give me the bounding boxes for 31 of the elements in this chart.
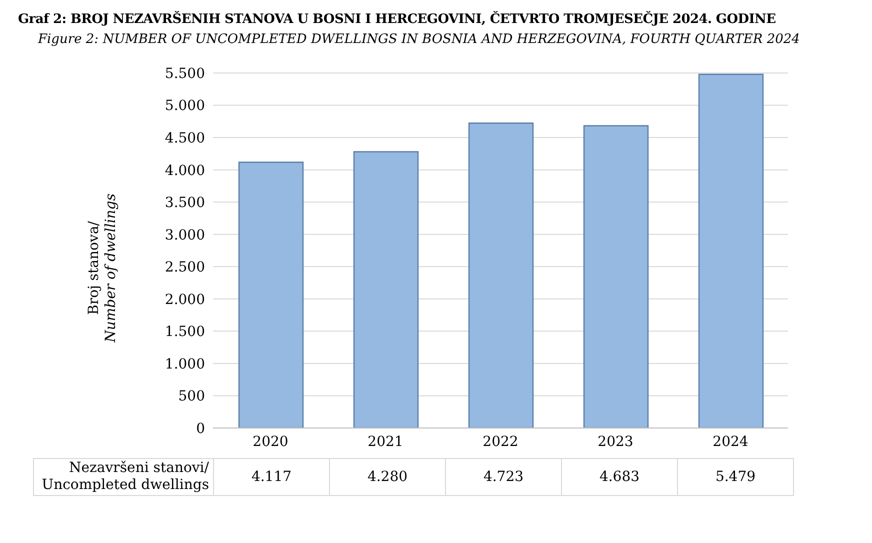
data-label: 4.723	[446, 458, 562, 496]
text: Nezavršeni stanovi/ Uncompleted dwellings	[40, 460, 209, 494]
y-tick-label: 2.500	[164, 260, 205, 276]
y-tick-label: 3.000	[164, 227, 205, 244]
y-tick-label: 3.500	[164, 195, 205, 212]
data-label: 4.280	[330, 458, 446, 496]
y-tick-label: 1.000	[164, 356, 205, 372]
y-tick-label: 5.000	[164, 98, 205, 114]
x-tick-label: 2020	[252, 434, 288, 450]
data-label: 5.479	[678, 458, 794, 496]
y-tick-label: 5.500	[164, 66, 205, 82]
y-tick-label: 0	[196, 420, 205, 437]
chart-title: Graf 2: BROJ NEZAVRŠENIH STANOVA U BOSNI I HERCEGOVINI, ČETVRTO TROMJESEČJE 2024. GODINE	[18, 12, 776, 27]
bar	[583, 125, 649, 428]
x-tick-label: 2023	[598, 434, 634, 450]
x-tick-label: 2024	[712, 434, 748, 450]
bar	[698, 74, 764, 428]
x-tick-label: 2022	[482, 434, 518, 450]
y-axis-title: Broj stanova/ Number of dwellings	[86, 194, 120, 342]
y-tick-label: 2.000	[164, 292, 205, 308]
x-tick-label: 2021	[368, 434, 404, 450]
data-label: 4.117	[214, 458, 330, 496]
data-label: 4.683	[562, 458, 678, 496]
y-tick-label: 4.500	[164, 130, 205, 147]
chart-subtitle: Figure 2: NUMBER OF UNCOMPLETED DWELLINGS IN BOSNIA AND HERZEGOVINA, FOURTH QUARTER 2024	[38, 32, 800, 47]
bar	[353, 151, 419, 428]
y-tick-label: 4.000	[164, 162, 205, 179]
y-tick-label: 500	[178, 388, 205, 405]
y-tick-label: 1.500	[164, 324, 205, 340]
bar	[468, 122, 534, 428]
bar	[238, 162, 304, 428]
